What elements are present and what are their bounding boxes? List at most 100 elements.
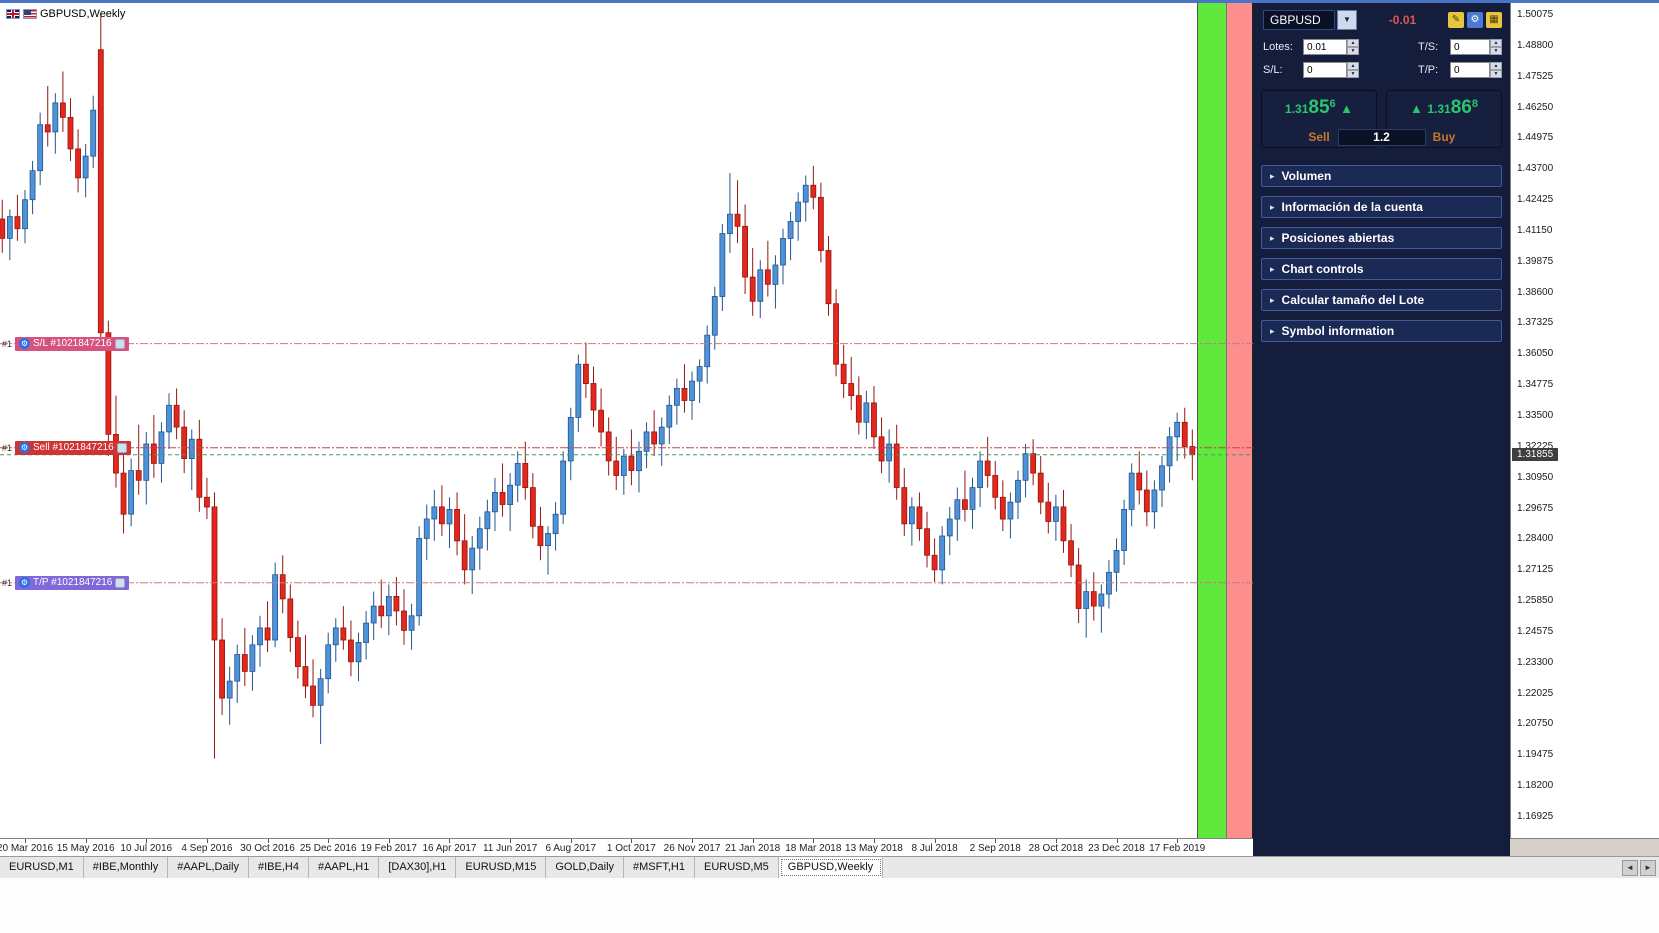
- time-axis[interactable]: 20 Mar 2016 15 May 2016 10 Jul 2016 4 Sep 2…: [0, 838, 1659, 856]
- window-top-border: [0, 0, 1659, 3]
- gear-icon: ⚙: [19, 338, 31, 350]
- spin-down-icon[interactable]: ▼: [1490, 47, 1502, 55]
- spread-value: 1.2: [1337, 129, 1426, 146]
- line-modify-button[interactable]: [116, 442, 127, 453]
- lots-input[interactable]: [1303, 39, 1347, 55]
- panel-toolbar: ✎ ⚙ ▦: [1448, 12, 1502, 28]
- date-label: 17 Feb 2019: [1149, 843, 1206, 854]
- chart-tab[interactable]: GBPUSD,Weekly: [778, 857, 884, 878]
- price-tick-label: 1.22025: [1517, 687, 1554, 699]
- panel-section-volumen[interactable]: ▸ Volumen: [1261, 165, 1502, 187]
- axis-tick-mark: [1055, 839, 1057, 843]
- axis-tick-mark: [510, 839, 512, 843]
- date-label: 6 Aug 2017: [545, 843, 597, 854]
- price-tick-label: 1.39875: [1517, 255, 1554, 267]
- chart-tab[interactable]: #IBE,Monthly: [84, 857, 169, 878]
- sl-label: S/L:: [1263, 64, 1283, 76]
- price-tick-label: 1.16925: [1517, 811, 1554, 822]
- panel-section-chart-controls[interactable]: ▸ Chart controls: [1261, 258, 1502, 280]
- status-area: [0, 878, 1659, 933]
- grid-icon[interactable]: ▦: [1486, 12, 1502, 28]
- axis-tick-mark: [631, 839, 633, 843]
- chevron-down-icon: ▼: [1343, 15, 1351, 24]
- ts-stepper[interactable]: ▲ ▼: [1490, 39, 1502, 55]
- price-line-tp-label[interactable]: #1 ⚙ T/P #1021847216: [2, 575, 130, 590]
- date-label: 15 May 2016: [56, 843, 115, 854]
- panel-section-calcular-tama-o-del-lote[interactable]: ▸ Calcular tamaño del Lote: [1261, 289, 1502, 311]
- spin-down-icon[interactable]: ▼: [1490, 70, 1502, 78]
- sl-stepper[interactable]: ▲ ▼: [1347, 62, 1359, 78]
- price-tick-label: 1.18200: [1517, 780, 1554, 792]
- sl-input[interactable]: [1303, 62, 1347, 78]
- price-tick-label: 1.29675: [1517, 502, 1554, 514]
- chart-tab[interactable]: #IBE,H4: [249, 857, 309, 878]
- date-label: 2 Sep 2018: [969, 843, 1021, 854]
- section-label: Symbol information: [1281, 324, 1395, 338]
- price-tick-label: 1.50075: [1517, 9, 1554, 20]
- section-label: Volumen: [1281, 169, 1332, 183]
- panel-section-symbol-information[interactable]: ▸ Symbol information: [1261, 320, 1502, 342]
- chart-tab[interactable]: #MSFT,H1: [624, 857, 695, 878]
- spin-up-icon[interactable]: ▲: [1347, 62, 1359, 70]
- chart-tab[interactable]: GOLD,Daily: [546, 857, 625, 878]
- date-label: 1 Oct 2017: [606, 843, 656, 854]
- buy-price: ▲ 1.31868: [1410, 97, 1478, 118]
- price-line-sell-label[interactable]: #1 ⚙ Sell #1021847216: [2, 440, 131, 455]
- lots-stepper[interactable]: ▲ ▼: [1347, 39, 1359, 55]
- price-axis[interactable]: 1.31855 1.50075 1.48800 1.47525 1.46250 1.44…: [1510, 0, 1659, 838]
- lots-label: Lotes:: [1263, 41, 1293, 53]
- axis-corner: [1510, 838, 1659, 856]
- price-tick-label: 1.48800: [1517, 39, 1554, 51]
- lots-ts-row: Lotes: ▲ ▼ T/S: ▲ ▼: [1263, 38, 1502, 56]
- spin-up-icon[interactable]: ▲: [1347, 39, 1359, 47]
- date-label: 20 Mar 2016: [0, 843, 54, 854]
- chart-area[interactable]: GBPUSD,Weekly #1 ⚙ S/L #1021847216 #1 ⚙ Sell …: [0, 0, 1253, 838]
- ts-input[interactable]: [1450, 39, 1490, 55]
- chart-tab[interactable]: #AAPL,Daily: [168, 857, 249, 878]
- symbol-select[interactable]: GBPUSD: [1263, 10, 1335, 30]
- price-tick-label: 1.47525: [1517, 70, 1554, 82]
- tab-scroll-left-button[interactable]: ◄: [1622, 859, 1638, 876]
- axis-tick-mark: [85, 839, 87, 843]
- gb-flag-icon: [6, 9, 20, 19]
- price-tick-label: 1.44975: [1517, 132, 1554, 144]
- panel-section-informaci-n-de-la-cuenta[interactable]: ▸ Información de la cuenta: [1261, 196, 1502, 218]
- chart-legend: GBPUSD,Weekly: [6, 8, 125, 20]
- tp-stepper[interactable]: ▲ ▼: [1490, 62, 1502, 78]
- axis-tick-mark: [995, 839, 997, 843]
- spin-up-icon[interactable]: ▲: [1490, 39, 1502, 47]
- tab-scroll-right-button[interactable]: ►: [1640, 859, 1656, 876]
- chevron-right-icon: ▸: [1270, 325, 1275, 336]
- date-label: 28 Oct 2018: [1028, 843, 1084, 854]
- line-modify-button[interactable]: [115, 577, 126, 588]
- chart-tab[interactable]: [DAX30],H1: [379, 857, 457, 878]
- trade-panel: GBPUSD ▼ -0.01 ✎ ⚙ ▦ Lotes: ▲ ▼ T/S: ▲: [1253, 0, 1510, 856]
- line-number: #1: [2, 338, 13, 349]
- chart-tab[interactable]: EURUSD,M15: [456, 857, 547, 878]
- spin-up-icon[interactable]: ▲: [1490, 62, 1502, 70]
- line-label-text: S/L #1021847216: [33, 338, 112, 350]
- gear-icon[interactable]: ⚙: [1467, 12, 1483, 28]
- tp-input[interactable]: [1450, 62, 1490, 78]
- price-tick-label: 1.20750: [1517, 718, 1554, 730]
- line-modify-button[interactable]: [114, 338, 125, 349]
- price-line-sl-label[interactable]: #1 ⚙ S/L #1021847216: [2, 336, 129, 351]
- panel-sections: ▸ Volumen ▸ Información de la cuenta ▸ Posici…: [1261, 165, 1502, 351]
- date-label: 21 Jan 2018: [725, 843, 781, 854]
- panel-section-posiciones-abiertas[interactable]: ▸ Posiciones abiertas: [1261, 227, 1502, 249]
- section-label: Calcular tamaño del Lote: [1281, 293, 1425, 307]
- chart-tab[interactable]: EURUSD,M1: [0, 857, 84, 878]
- ts-label: T/S:: [1418, 41, 1439, 53]
- axis-tick-mark: [752, 839, 754, 843]
- chart-tab[interactable]: EURUSD,M5: [695, 857, 779, 878]
- chart-tab[interactable]: #AAPL,H1: [309, 857, 380, 878]
- axis-tick-mark: [328, 839, 330, 843]
- edit-icon[interactable]: ✎: [1448, 12, 1464, 28]
- spin-down-icon[interactable]: ▼: [1347, 47, 1359, 55]
- trade-buttons: 1.31856 ▲ Sell ▲ 1.31868 Buy 1.2: [1261, 90, 1502, 148]
- chart-tab-bar: EURUSD,M1 #IBE,Monthly #AAPL,Daily #IBE,H4 #…: [0, 856, 1659, 878]
- section-label: Información de la cuenta: [1281, 200, 1423, 214]
- price-tick-label: 1.27125: [1517, 564, 1554, 576]
- symbol-dropdown-button[interactable]: ▼: [1337, 10, 1357, 30]
- spin-down-icon[interactable]: ▼: [1347, 70, 1359, 78]
